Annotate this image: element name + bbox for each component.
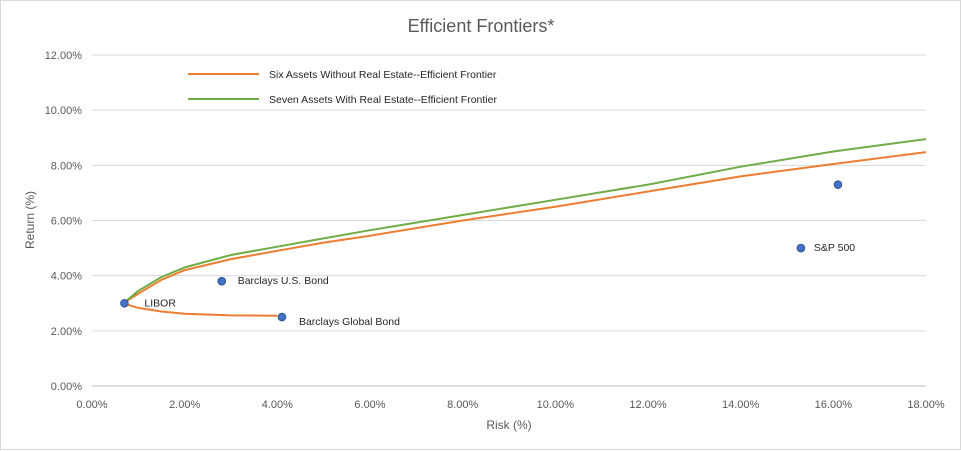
x-tick-label: 4.00% xyxy=(262,399,293,411)
x-tick-label: 8.00% xyxy=(447,399,478,411)
series-line-six-assets xyxy=(123,151,927,317)
x-tick-label: 18.00% xyxy=(907,399,945,411)
y-tick-label: 0.00% xyxy=(51,381,82,393)
y-tick-label: 2.00% xyxy=(51,326,82,338)
x-tick-label: 14.00% xyxy=(722,399,760,411)
data-point xyxy=(796,243,806,253)
data-label: LIBOR xyxy=(144,297,176,309)
series-layer xyxy=(123,138,927,317)
series-line-seven-assets xyxy=(123,138,927,304)
y-tick-label: 6.00% xyxy=(51,216,82,228)
data-point xyxy=(277,312,287,322)
x-tick-label: 12.00% xyxy=(629,399,667,411)
legend-entry: Six Assets Without Real Estate--Efficien… xyxy=(269,69,497,81)
y-tick-label: 10.00% xyxy=(45,105,83,117)
x-tick-label: 6.00% xyxy=(354,399,385,411)
x-tick-label: 10.00% xyxy=(537,399,575,411)
data-label: Barclays Global Bond xyxy=(299,316,400,328)
data-label: Barclays U.S. Bond xyxy=(238,275,329,287)
y-tick-label: 4.00% xyxy=(51,271,82,283)
data-point xyxy=(833,180,843,189)
x-tick-label: 0.00% xyxy=(76,399,107,411)
y-tick-label: 12.00% xyxy=(45,50,83,62)
legend: Six Assets Without Real Estate--Efficien… xyxy=(188,69,497,106)
x-axis-title: Risk (%) xyxy=(486,418,531,432)
y-tick-label: 8.00% xyxy=(51,160,82,172)
points-layer: LIBOR Barclays U.S. Bond Barclays Global B… xyxy=(120,180,855,328)
x-tick-label: 2.00% xyxy=(169,399,200,411)
data-label: S&P 500 xyxy=(814,242,855,254)
legend-entry: Seven Assets With Real Estate--Efficient… xyxy=(269,94,497,106)
chart-title: Efficient Frontiers* xyxy=(408,16,555,36)
x-tick-label: 16.00% xyxy=(815,399,853,411)
grid-layer xyxy=(92,54,926,387)
data-point xyxy=(120,298,129,308)
y-axis-title: Return (%) xyxy=(23,191,37,249)
axis-layer: 0.00% 2.00% 4.00% 6.00% 8.00% 10.00% 12.00% 0.0… xyxy=(45,50,945,411)
data-point xyxy=(217,276,227,286)
